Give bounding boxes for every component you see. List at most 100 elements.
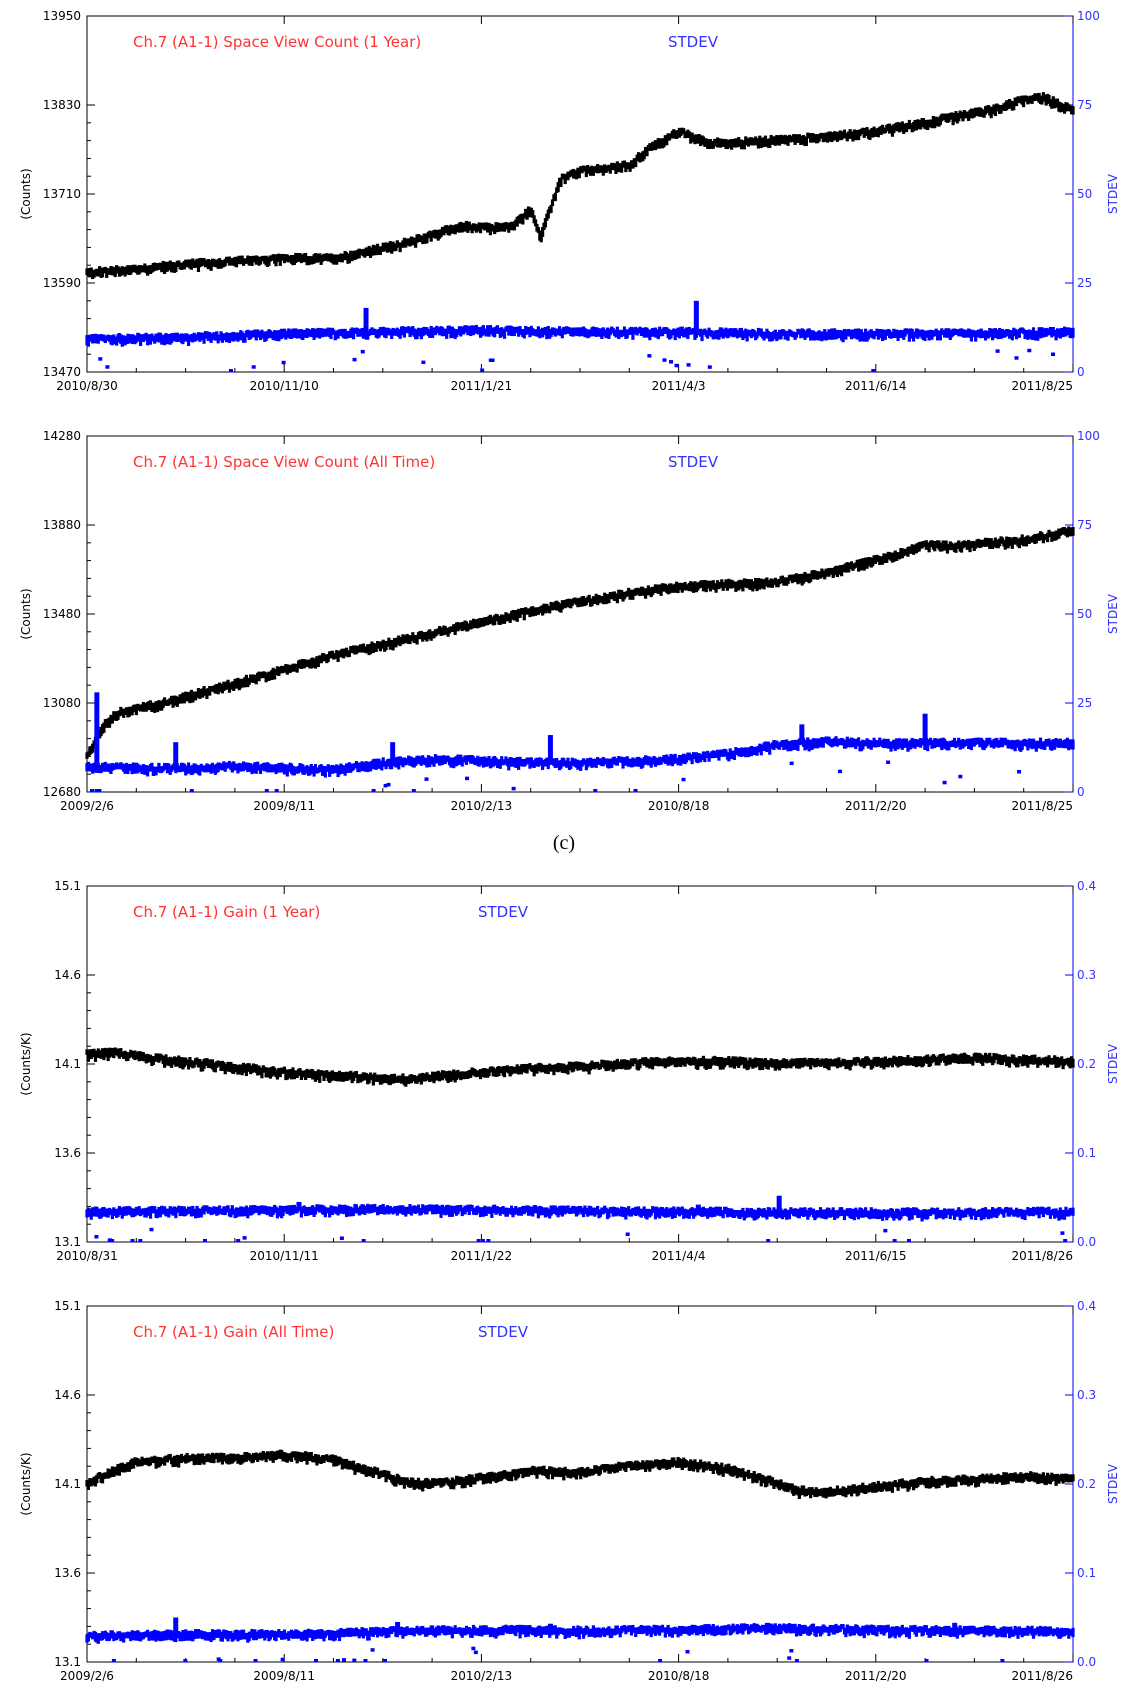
data-point [1010,538,1014,549]
data-point [634,158,638,168]
data-point [86,1051,91,1062]
x-tick-label: 2010/8/18 [648,799,710,813]
stdev-outlier [892,1239,897,1243]
series-stdev [85,300,1075,373]
data-point [521,215,525,225]
data-point [518,611,522,618]
data-point [220,1455,225,1465]
stdev-outlier [352,357,357,362]
chart-title: Ch.7 (A1-1) Space View Count (1 Year) [133,33,421,51]
stdev-point [862,332,866,342]
data-point [291,1067,295,1074]
stdev-point [360,327,364,334]
stdev-outlier [105,365,110,369]
data-point [164,1054,168,1062]
stdev-point [976,737,981,743]
chart-title: Ch.7 (A1-1) Space View Count (All Time) [133,453,435,471]
stdev-outlier [465,776,470,781]
data-point [761,1060,765,1070]
data-point [550,199,555,207]
stdev-point [445,329,449,339]
stdev-point [759,746,763,756]
stdev-outlier [149,1227,154,1232]
series-main [85,1449,1075,1499]
data-point [488,225,493,236]
data-point [522,610,526,621]
stdev-point [797,1210,801,1219]
stdev-point [1051,326,1055,333]
data-point [522,213,526,219]
data-point [856,562,861,572]
stdev-point [123,764,127,774]
y-tick-label-left: 13880 [43,518,81,532]
stdev-legend-label: STDEV [668,33,719,51]
stdev-point [696,755,700,764]
data-point [1036,1058,1040,1068]
data-point [1033,1054,1037,1060]
y-axis-label-right: STDEV [1106,1463,1120,1504]
stdev-point [557,326,562,334]
stdev-point [181,335,185,345]
stdev-point [229,1208,233,1218]
stdev-point [594,759,598,768]
stdev-outlier [766,1239,771,1243]
stdev-outlier [98,357,103,361]
x-tick-label: 2010/2/13 [451,1669,513,1683]
stdev-point [717,750,721,761]
data-point [119,1048,123,1056]
data-point [344,647,349,654]
y-tick-label-right: 100 [1077,9,1100,23]
data-point [1071,106,1075,115]
data-point [223,258,227,267]
stdev-point [199,1208,203,1218]
data-point [421,1481,425,1492]
stdev-point [794,332,799,338]
stdev-point [813,740,817,749]
stdev-point [786,332,790,341]
stdev-point [153,1206,157,1212]
series-main [85,92,1075,280]
y-tick-label-left: 14.6 [54,968,81,982]
y-tick-label-right: 0.4 [1077,1299,1096,1313]
stdev-spike [776,1195,782,1214]
x-tick-label: 2011/8/26 [1011,1669,1073,1683]
stdev-point [608,328,612,336]
data-point [232,681,236,691]
data-point [758,1060,762,1071]
stdev-point [1030,330,1034,340]
stdev-point [566,757,570,764]
data-point [275,1069,280,1080]
data-point [429,233,433,242]
stdev-point [858,332,862,342]
stdev-point [202,335,206,344]
x-tick-label: 2011/1/21 [451,379,513,393]
series-main [85,526,1075,759]
stdev-point [311,328,315,334]
x-tick-label: 2010/2/13 [451,799,513,813]
data-point [546,209,550,219]
stdev-point [505,325,509,331]
stdev-outlier [480,1239,485,1243]
stdev-point [511,760,515,767]
stdev-point [165,335,170,345]
x-tick-label: 2009/8/11 [253,1669,315,1683]
data-point [731,1056,735,1063]
data-point [316,658,320,668]
stdev-point [926,1210,930,1220]
stdev-point [766,741,770,748]
stdev-point [852,1211,856,1221]
data-point [546,1066,550,1075]
stdev-point [607,1208,611,1218]
x-tick-label: 2010/11/11 [250,1249,319,1263]
data-point [579,1470,583,1480]
stdev-spike [390,742,396,763]
data-point [1012,101,1016,111]
data-point [927,542,931,553]
chart-space-view-1year: 13470 13590 13710 13830 13950 0 25 50 75 100 2010/… [0,0,1128,400]
y-tick-label-right: 0 [1077,785,1085,799]
stdev-outlier [886,760,891,765]
y-tick-label-right: 0.2 [1077,1057,1096,1071]
stdev-point [1050,328,1054,338]
data-point [347,253,351,264]
stdev-point [507,328,511,336]
